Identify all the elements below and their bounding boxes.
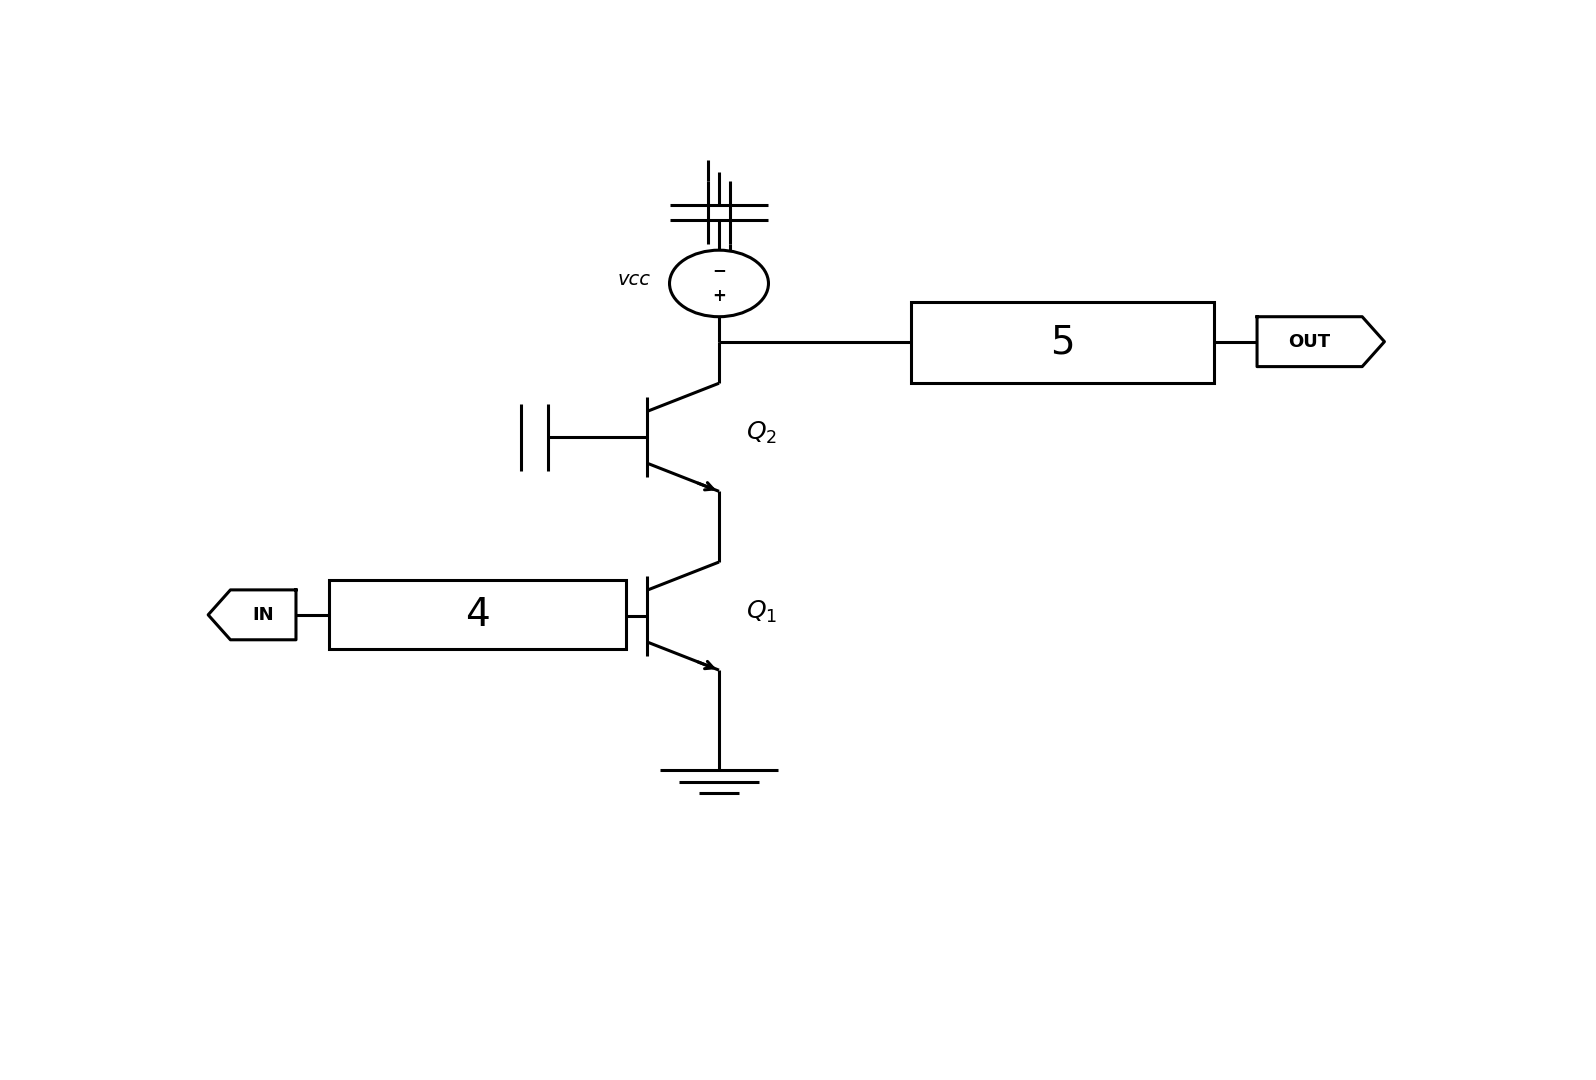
- Text: OUT: OUT: [1288, 333, 1331, 351]
- Bar: [911, 301, 1213, 383]
- Text: +: +: [712, 287, 726, 305]
- Bar: [329, 580, 626, 649]
- Text: vcc: vcc: [618, 270, 651, 288]
- Text: $Q_1$: $Q_1$: [747, 598, 777, 625]
- Text: 4: 4: [466, 596, 490, 634]
- Text: IN: IN: [252, 606, 275, 624]
- Text: 5: 5: [1050, 324, 1074, 362]
- Text: $Q_2$: $Q_2$: [747, 420, 777, 446]
- Text: −: −: [712, 261, 726, 279]
